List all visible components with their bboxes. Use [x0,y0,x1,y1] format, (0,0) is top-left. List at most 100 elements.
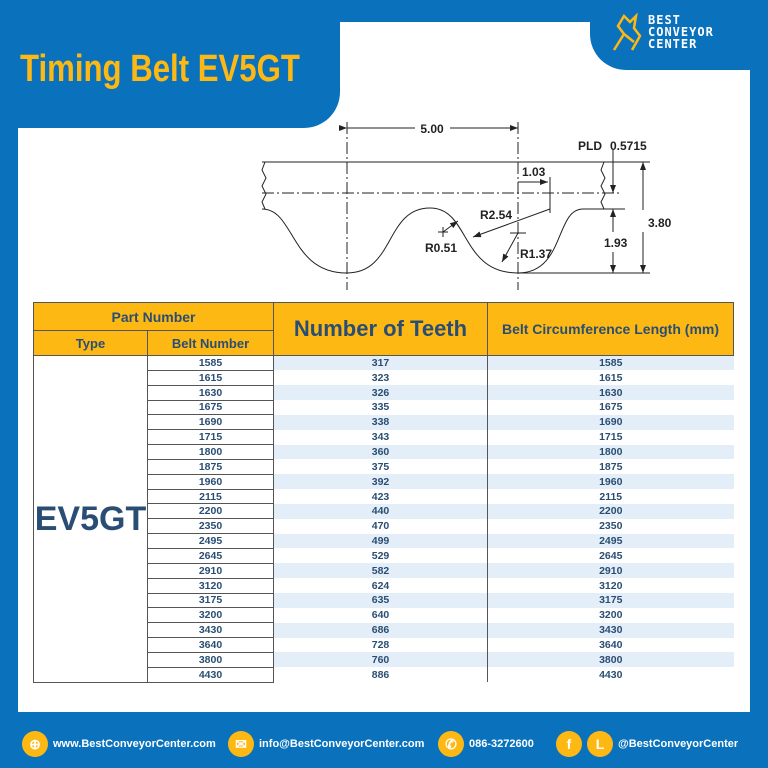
table-row: 3175 635 3175 [34,592,734,609]
length-cell: 1690 [487,414,734,430]
pld-value: 0.5715 [610,139,647,153]
belt-number-cell: 1630 [147,384,274,401]
belt-number-cell: 3430 [147,622,274,639]
teeth-cell: 317 [273,355,488,371]
header-teeth: Number of Teeth [273,302,488,356]
length-cell: 1800 [487,444,734,460]
radius-137: R1.37 [520,247,552,261]
teeth-cell: 326 [273,385,488,401]
teeth-cell: 686 [273,622,488,638]
belt-number-cell: 3640 [147,637,274,653]
length-cell: 3640 [599,638,623,651]
length-cell: 4430 [599,668,623,681]
belt-number-cell: 1715 [147,429,274,446]
table-row: 3430 686 3430 [34,622,734,639]
teeth-cell: 582 [273,563,488,579]
teeth-cell: 392 [273,474,488,490]
type-cell: EV5GT [33,355,148,683]
footer-email[interactable]: ✉ info@BestConveyorCenter.com [228,728,424,760]
table-row: 2910 582 2910 [34,562,734,579]
table-row: 1875 375 1875 [34,458,734,475]
teeth-cell: 338 [273,414,488,430]
teeth-cell: 375 [273,459,488,475]
table-row: 1715 343 1715 [34,429,734,446]
teeth-cell: 323 [273,370,488,386]
table-row: EV5GT 1585 317 1585 [33,355,734,683]
phone-icon: ✆ [438,731,464,757]
table-row: 4430 886 4430 [34,666,734,683]
belt-number-cell: 2115 [147,488,274,505]
footer-social[interactable]: f L @BestConveyorCenter [556,728,738,760]
length-cell: 3200 [599,609,623,622]
logo-horse-icon [612,12,642,51]
length-cell: 1960 [487,474,734,490]
belt-number-cell: 3800 [147,651,274,668]
length-cell: 1615 [599,371,623,384]
belt-number-cell: 3120 [147,577,274,594]
teeth-cell: 470 [273,518,488,534]
length-cell: 2910 [487,563,734,579]
height-193: 1.93 [604,236,628,250]
dim-103: 1.03 [522,165,546,179]
belt-number-cell: 1585 [147,355,274,371]
belt-number-cell: 3175 [147,592,274,609]
header-part-number: Part Number [33,302,274,331]
facebook-icon[interactable]: f [556,731,582,757]
belt-number-cell: 4430 [147,666,274,683]
table-row: 3200 640 3200 [34,607,734,624]
belt-number-cell: 1675 [147,399,274,416]
mail-icon: ✉ [228,731,254,757]
logo-text: BEST CONVEYOR CENTER [648,13,714,51]
belt-number-cell: 2200 [147,503,274,520]
teeth-cell: 635 [273,593,488,608]
table-row: 1960 392 1960 [34,473,734,490]
length-cell: 1630 [487,385,734,401]
footer-website[interactable]: ⊕ www.BestConveyorCenter.com [22,728,216,760]
radius-254: R2.54 [480,208,512,222]
length-cell: 3120 [599,579,623,592]
belt-number-cell: 2350 [147,518,274,535]
title-tab [0,0,340,128]
teeth-cell: 760 [273,652,488,668]
teeth-cell: 728 [273,637,488,653]
belt-number-cell: 3200 [147,607,274,624]
length-cell: 3800 [487,652,734,668]
belt-number-cell: 1800 [147,444,274,460]
table-row: 2350 470 2350 [34,518,734,535]
length-cell: 1585 [487,355,734,371]
table-row: 2645 529 2645 [34,547,734,564]
teeth-cell: 640 [273,607,488,623]
radius-051: R0.51 [425,241,457,255]
belt-number-cell: 1690 [147,414,274,431]
teeth-cell: 886 [273,667,488,683]
belt-number-cell: 2645 [147,547,274,564]
length-cell: 1875 [599,460,623,473]
belt-number-cell: 1960 [147,473,274,490]
teeth-cell: 499 [273,533,488,549]
footer-phone[interactable]: ✆ 086-3272600 [438,728,534,760]
teeth-cell: 440 [273,503,488,519]
length-cell: 2495 [487,533,734,549]
teeth-cell: 335 [273,400,488,415]
table-row: 1675 335 1675 [34,399,734,416]
line-icon[interactable]: L [587,731,613,757]
table-row: 1800 360 1800 [34,444,734,460]
teeth-cell: 423 [273,489,488,504]
teeth-cell: 529 [273,548,488,564]
footer: ⊕ www.BestConveyorCenter.com ✉ info@BestCo… [0,728,768,760]
table-row: 2495 499 2495 [34,533,734,549]
page-title: Timing Belt EV5GT [20,48,300,90]
table-row: 3120 624 3120 [34,577,734,594]
height-380: 3.80 [648,216,672,230]
teeth-cell: 624 [273,578,488,593]
pld-label: PLD [578,139,602,153]
length-cell: 2645 [599,549,623,562]
teeth-cell: 360 [273,444,488,460]
teeth-cell: 343 [273,429,488,445]
table-row: 1630 326 1630 [34,384,734,401]
belt-spec-table: Part Number Number of Teeth Belt Circumf… [33,302,734,683]
table-row: 2200 440 2200 [34,503,734,520]
length-cell: 3430 [487,622,734,638]
length-cell: 3175 [487,593,734,608]
belt-number-cell: 1615 [147,369,274,386]
